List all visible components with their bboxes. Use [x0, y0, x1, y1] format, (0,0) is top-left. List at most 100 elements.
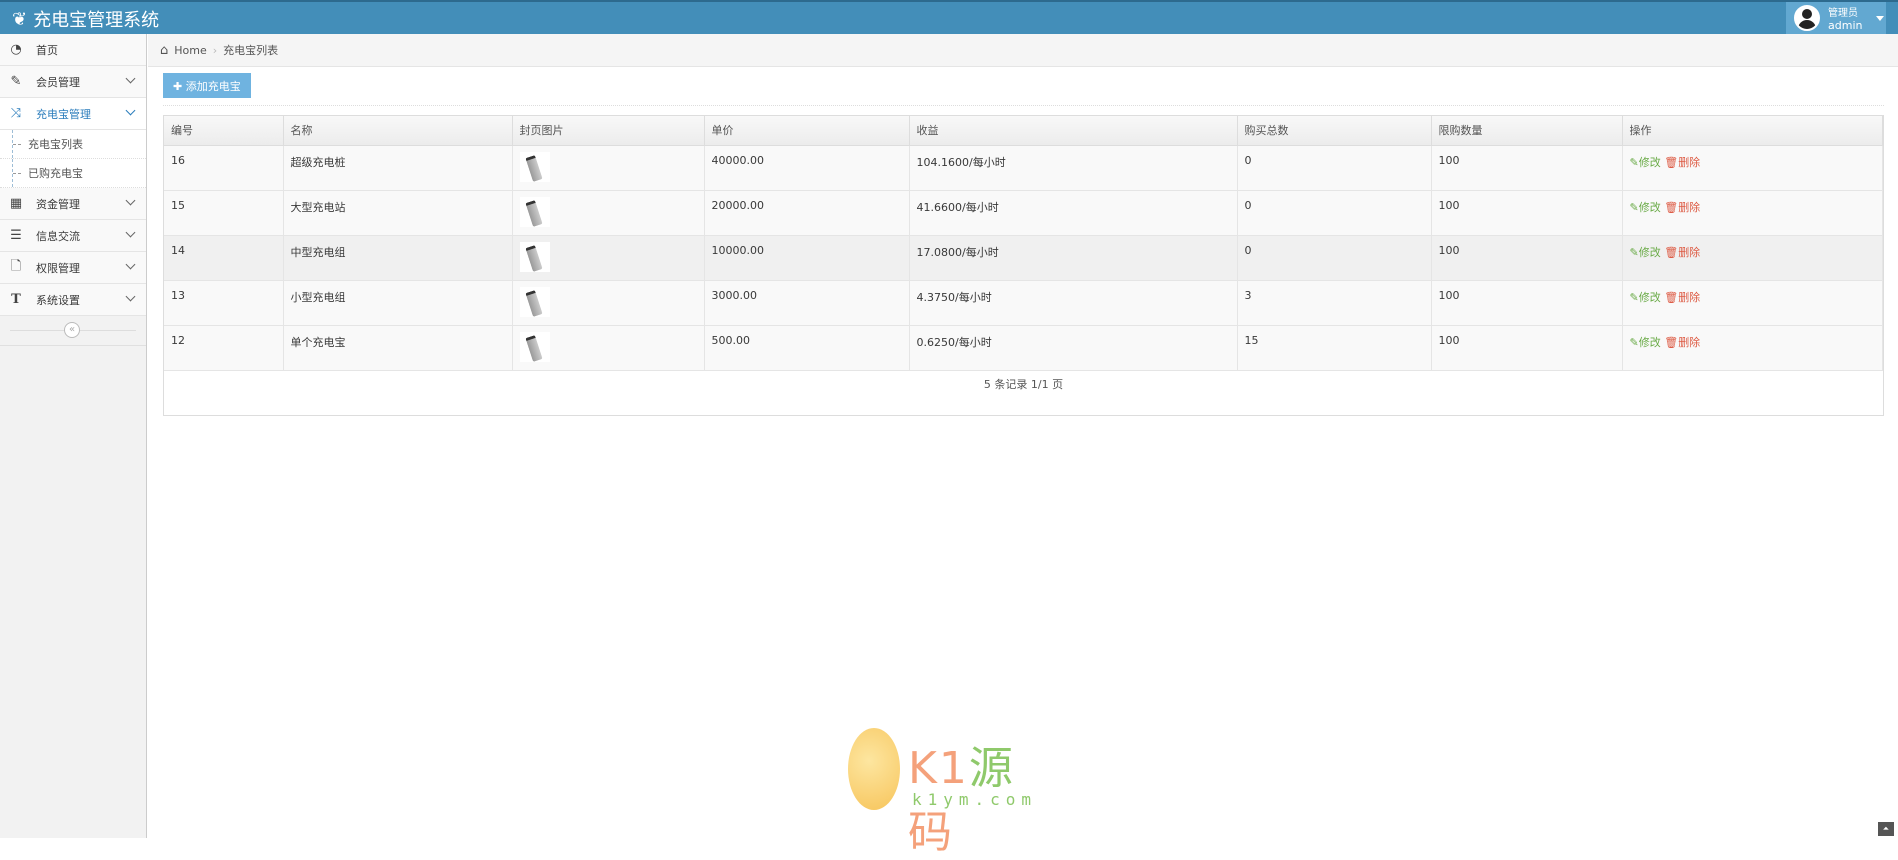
table-row: 14 中型充电组 10000.00 17.0800/每小时 0 100 ✎修改 …: [164, 235, 1883, 281]
calendar-icon: ▦: [9, 196, 23, 211]
edit-link[interactable]: ✎修改: [1630, 201, 1661, 214]
cell-name: 小型充电组: [283, 280, 513, 326]
brand[interactable]: ❦ 充电宝管理系统: [12, 6, 159, 32]
cell-price: 500.00: [704, 325, 910, 371]
delete-link[interactable]: 🗑删除: [1664, 336, 1700, 349]
cell-income: 4.3750/每小时: [909, 280, 1238, 326]
edit-link[interactable]: ✎修改: [1630, 291, 1661, 304]
cell-name: 中型充电组: [283, 235, 513, 281]
powerbank-thumbnail[interactable]: [519, 331, 550, 362]
sidebar-item-label: 资金管理: [36, 197, 80, 211]
breadcrumb: ⌂ Home › 充电宝列表: [148, 34, 1898, 67]
add-powerbank-button[interactable]: ✚ 添加充电宝: [163, 73, 251, 98]
delete-label: 删除: [1678, 245, 1701, 259]
breadcrumb-home[interactable]: Home: [174, 43, 207, 57]
trash-icon: 🗑: [1664, 335, 1679, 349]
cell-id: 13: [164, 280, 284, 326]
edit-label: 修改: [1638, 245, 1661, 259]
cell-income: 41.6600/每小时: [909, 190, 1238, 236]
sidebar-item-label: 首页: [36, 43, 58, 57]
pencil-icon: ✎: [1629, 290, 1639, 304]
edit-label: 修改: [1638, 290, 1661, 304]
edit-icon: ✎: [10, 74, 22, 89]
text-icon: T: [11, 292, 21, 307]
cell-income: 104.1600/每小时: [909, 145, 1238, 191]
sidebar-item-members[interactable]: ✎ 会员管理: [0, 66, 146, 98]
chevron-down-icon: [125, 259, 136, 270]
edit-link[interactable]: ✎修改: [1630, 246, 1661, 259]
cell-name: 超级充电桩: [283, 145, 513, 191]
chevron-down-icon: [125, 105, 136, 116]
sidebar-subitem-label: 充电宝列表: [28, 138, 83, 151]
cell-cover: [512, 145, 705, 191]
collapse-button[interactable]: «: [64, 322, 80, 338]
table-row: 16 超级充电桩 40000.00 104.1600/每小时 0 100 ✎修改…: [164, 145, 1883, 191]
edit-label: 修改: [1638, 200, 1661, 214]
sidebar-item-powerbank[interactable]: ⤨ 充电宝管理: [0, 98, 146, 130]
powerbank-thumbnail[interactable]: [519, 286, 550, 317]
table-row: 13 小型充电组 3000.00 4.3750/每小时 3 100 ✎修改 🗑删…: [164, 280, 1883, 326]
edit-link[interactable]: ✎修改: [1630, 336, 1661, 349]
sidebar-item-home[interactable]: ◔ 首页: [0, 34, 146, 66]
delete-link[interactable]: 🗑删除: [1664, 246, 1700, 259]
cell-id: 12: [164, 325, 284, 371]
sidebar-subitem-list[interactable]: 充电宝列表: [0, 130, 146, 159]
breadcrumb-current: 充电宝列表: [223, 44, 279, 57]
table-row: 15 大型充电站 20000.00 41.6600/每小时 0 100 ✎修改 …: [164, 190, 1883, 236]
sidebar-item-permissions[interactable]: 🗋 权限管理: [0, 252, 146, 284]
powerbank-thumbnail[interactable]: [519, 196, 550, 227]
column-header: 购买总数: [1237, 116, 1432, 146]
edit-link[interactable]: ✎修改: [1630, 156, 1661, 169]
tachometer-icon: ◔: [10, 42, 22, 57]
chevron-down-icon: [125, 227, 136, 238]
user-menu[interactable]: 管理员 admin: [1786, 2, 1886, 34]
sidebar-item-messages[interactable]: ☰ 信息交流: [0, 220, 146, 252]
add-button-label: 添加充电宝: [185, 79, 241, 93]
powerbank-thumbnail[interactable]: [519, 151, 550, 182]
column-header: 收益: [909, 116, 1238, 146]
sidebar-subitem-purchased[interactable]: 已购充电宝: [0, 159, 146, 188]
delete-label: 删除: [1678, 155, 1701, 169]
column-header: 名称: [283, 116, 513, 146]
cell-actions: ✎修改 🗑删除: [1622, 280, 1883, 326]
cell-id: 15: [164, 190, 284, 236]
list-icon: ☰: [10, 228, 22, 243]
powerbank-thumbnail[interactable]: [519, 241, 550, 272]
pencil-icon: ✎: [1629, 155, 1639, 169]
cell-id: 16: [164, 145, 284, 191]
cell-cover: [512, 325, 705, 371]
sidebar-item-label: 信息交流: [36, 229, 80, 243]
user-role: 管理员: [1828, 8, 1858, 19]
delete-link[interactable]: 🗑删除: [1664, 156, 1700, 169]
sidebar-item-funds[interactable]: ▦ 资金管理: [0, 188, 146, 220]
leaf-icon: ❦: [12, 8, 28, 30]
caret-down-icon: [1876, 15, 1885, 21]
chevron-down-icon: [125, 195, 136, 206]
watermark-sub: k1ym.com: [912, 790, 1038, 809]
cell-price: 3000.00: [704, 280, 910, 326]
sidebar-item-label: 权限管理: [36, 261, 80, 275]
watermark-logo: K1源码 k1ym.com: [848, 728, 1058, 858]
delete-link[interactable]: 🗑删除: [1664, 201, 1700, 214]
cell-bought: 15: [1237, 325, 1432, 371]
cell-cover: [512, 235, 705, 281]
cell-name: 单个充电宝: [283, 325, 513, 371]
cell-price: 20000.00: [704, 190, 910, 236]
edit-label: 修改: [1638, 155, 1661, 169]
scroll-top-button[interactable]: ⏶: [1878, 822, 1894, 836]
sidebar-item-settings[interactable]: T 系统设置: [0, 284, 146, 316]
cell-bought: 3: [1237, 280, 1432, 326]
cell-id: 14: [164, 235, 284, 281]
trash-icon: 🗑: [1664, 200, 1679, 214]
pencil-icon: ✎: [1629, 335, 1639, 349]
column-header: 限购数量: [1431, 116, 1623, 146]
sidebar-subitem-label: 已购充电宝: [28, 167, 83, 180]
delete-link[interactable]: 🗑删除: [1664, 291, 1700, 304]
cell-name: 大型充电站: [283, 190, 513, 236]
sidebar: ◔ 首页 ✎ 会员管理 ⤨ 充电宝管理 充电宝列表 已购充电宝 ▦ 资金管理 ☰ 信息交流…: [0, 34, 147, 838]
breadcrumb-separator: ›: [212, 43, 218, 57]
logo-egg: [848, 728, 900, 810]
user-name: admin: [1828, 19, 1863, 32]
cell-limit: 100: [1431, 190, 1623, 236]
column-header: 操作: [1622, 116, 1883, 146]
